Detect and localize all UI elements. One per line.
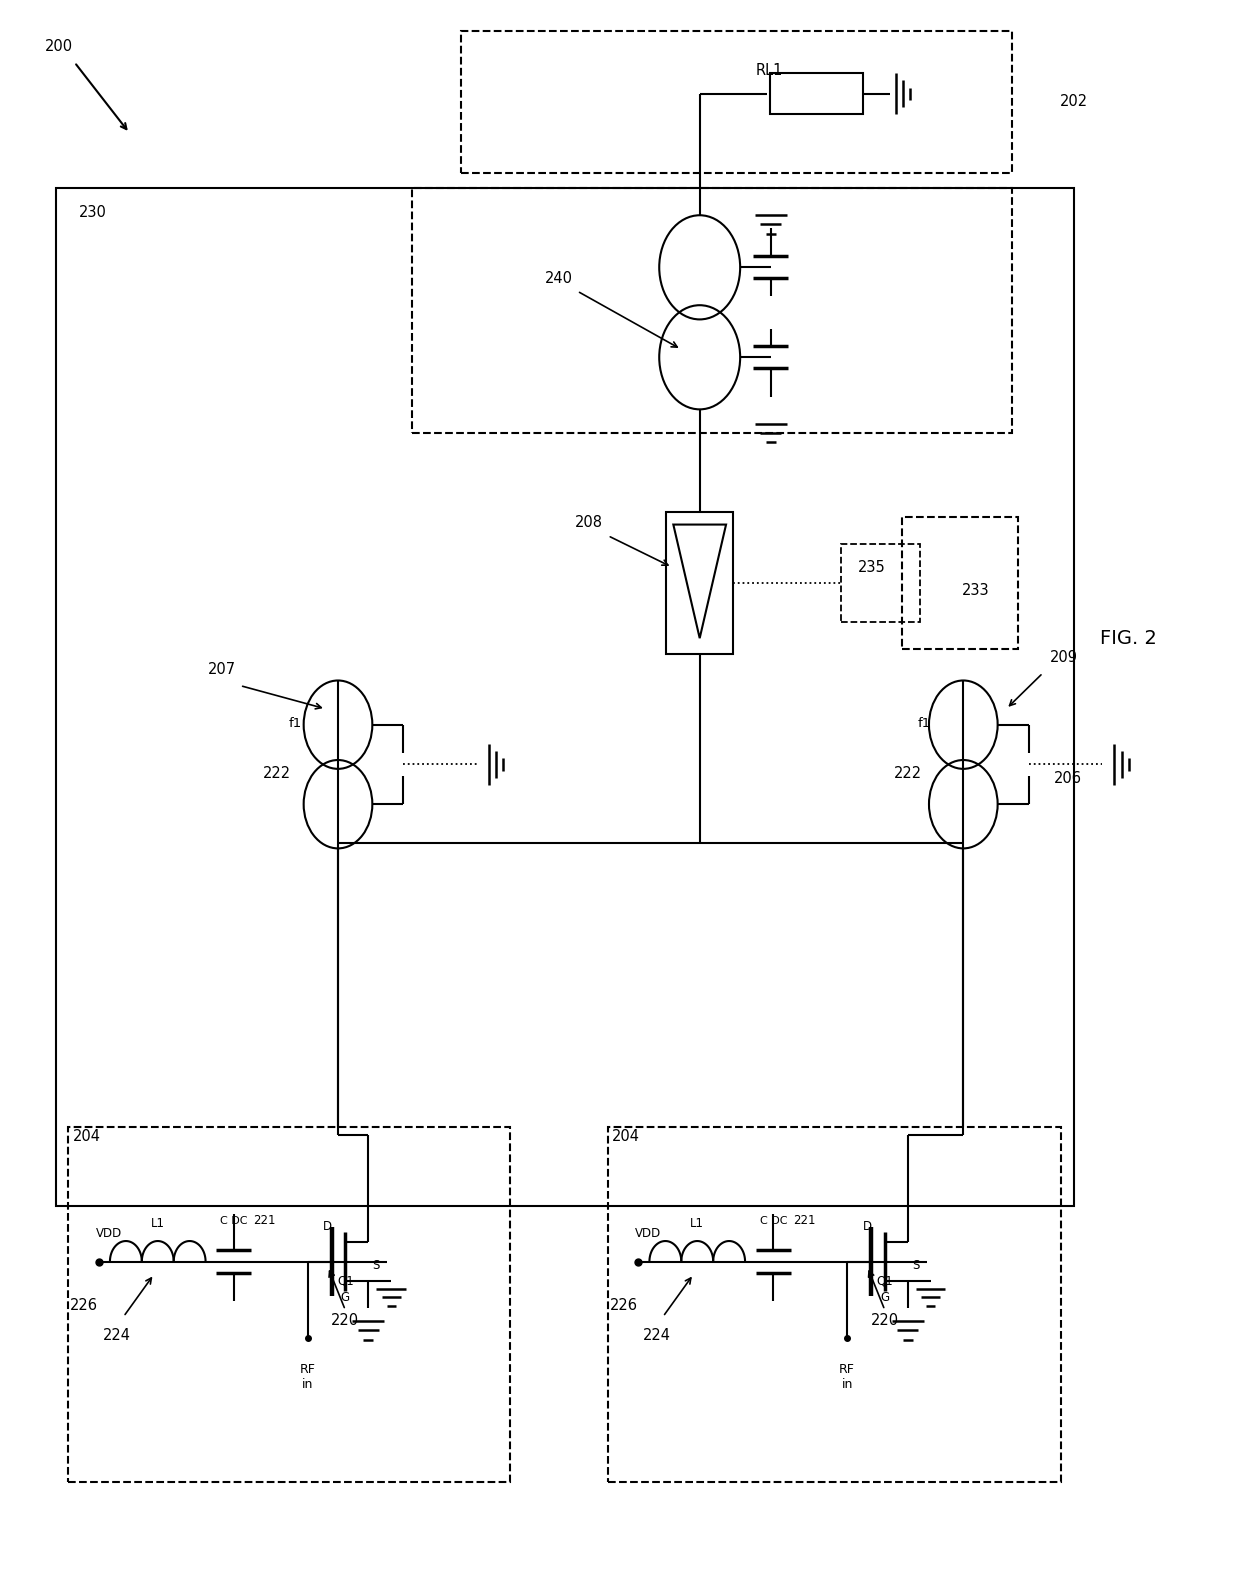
Text: 233: 233	[962, 583, 990, 599]
Text: 222: 222	[894, 766, 923, 782]
Text: VDD: VDD	[95, 1227, 122, 1240]
Text: 222: 222	[263, 766, 290, 782]
Text: Q1: Q1	[337, 1274, 353, 1288]
Text: RF
in: RF in	[300, 1363, 315, 1391]
Text: L1: L1	[691, 1218, 704, 1231]
Text: f1: f1	[289, 716, 301, 729]
Bar	[841, 543, 920, 622]
Bar	[412, 188, 1012, 433]
Text: 230: 230	[79, 205, 107, 220]
Text: FIG. 2: FIG. 2	[1100, 629, 1157, 648]
Text: Q1: Q1	[877, 1274, 893, 1288]
Text: VDD: VDD	[635, 1227, 661, 1240]
Text: 200: 200	[45, 38, 72, 54]
Text: 221: 221	[253, 1215, 275, 1227]
Text: S: S	[913, 1259, 920, 1272]
Text: 204: 204	[73, 1129, 100, 1145]
Text: G: G	[341, 1291, 350, 1304]
Text: RF
in: RF in	[839, 1363, 856, 1391]
Text: 209: 209	[1050, 650, 1078, 664]
Text: G: G	[880, 1291, 889, 1304]
Bar	[608, 1127, 1061, 1482]
Bar	[901, 517, 1018, 650]
Bar	[770, 73, 863, 115]
Text: 206: 206	[1054, 771, 1081, 786]
Text: D: D	[863, 1221, 872, 1234]
Text: D: D	[324, 1221, 332, 1234]
Bar	[666, 513, 733, 654]
Text: 235: 235	[858, 560, 885, 575]
Text: C DC: C DC	[760, 1216, 787, 1226]
Bar	[460, 30, 1012, 172]
Text: 207: 207	[207, 662, 236, 677]
Text: RL1: RL1	[756, 62, 784, 78]
Bar	[68, 1127, 510, 1482]
Text: S: S	[373, 1259, 379, 1272]
Text: f1: f1	[918, 716, 931, 729]
Text: 202: 202	[1060, 94, 1087, 110]
Text: 224: 224	[103, 1328, 131, 1344]
Text: 240: 240	[544, 271, 573, 287]
Text: 224: 224	[642, 1328, 671, 1344]
Text: C DC: C DC	[219, 1216, 248, 1226]
Text: 221: 221	[792, 1215, 815, 1227]
Text: 220: 220	[870, 1313, 899, 1328]
Text: 226: 226	[610, 1297, 637, 1313]
Text: L1: L1	[151, 1218, 165, 1231]
Text: 220: 220	[331, 1313, 360, 1328]
Bar	[56, 188, 1074, 1207]
Text: 208: 208	[575, 516, 604, 530]
Text: 226: 226	[71, 1297, 98, 1313]
Text: 204: 204	[613, 1129, 640, 1145]
